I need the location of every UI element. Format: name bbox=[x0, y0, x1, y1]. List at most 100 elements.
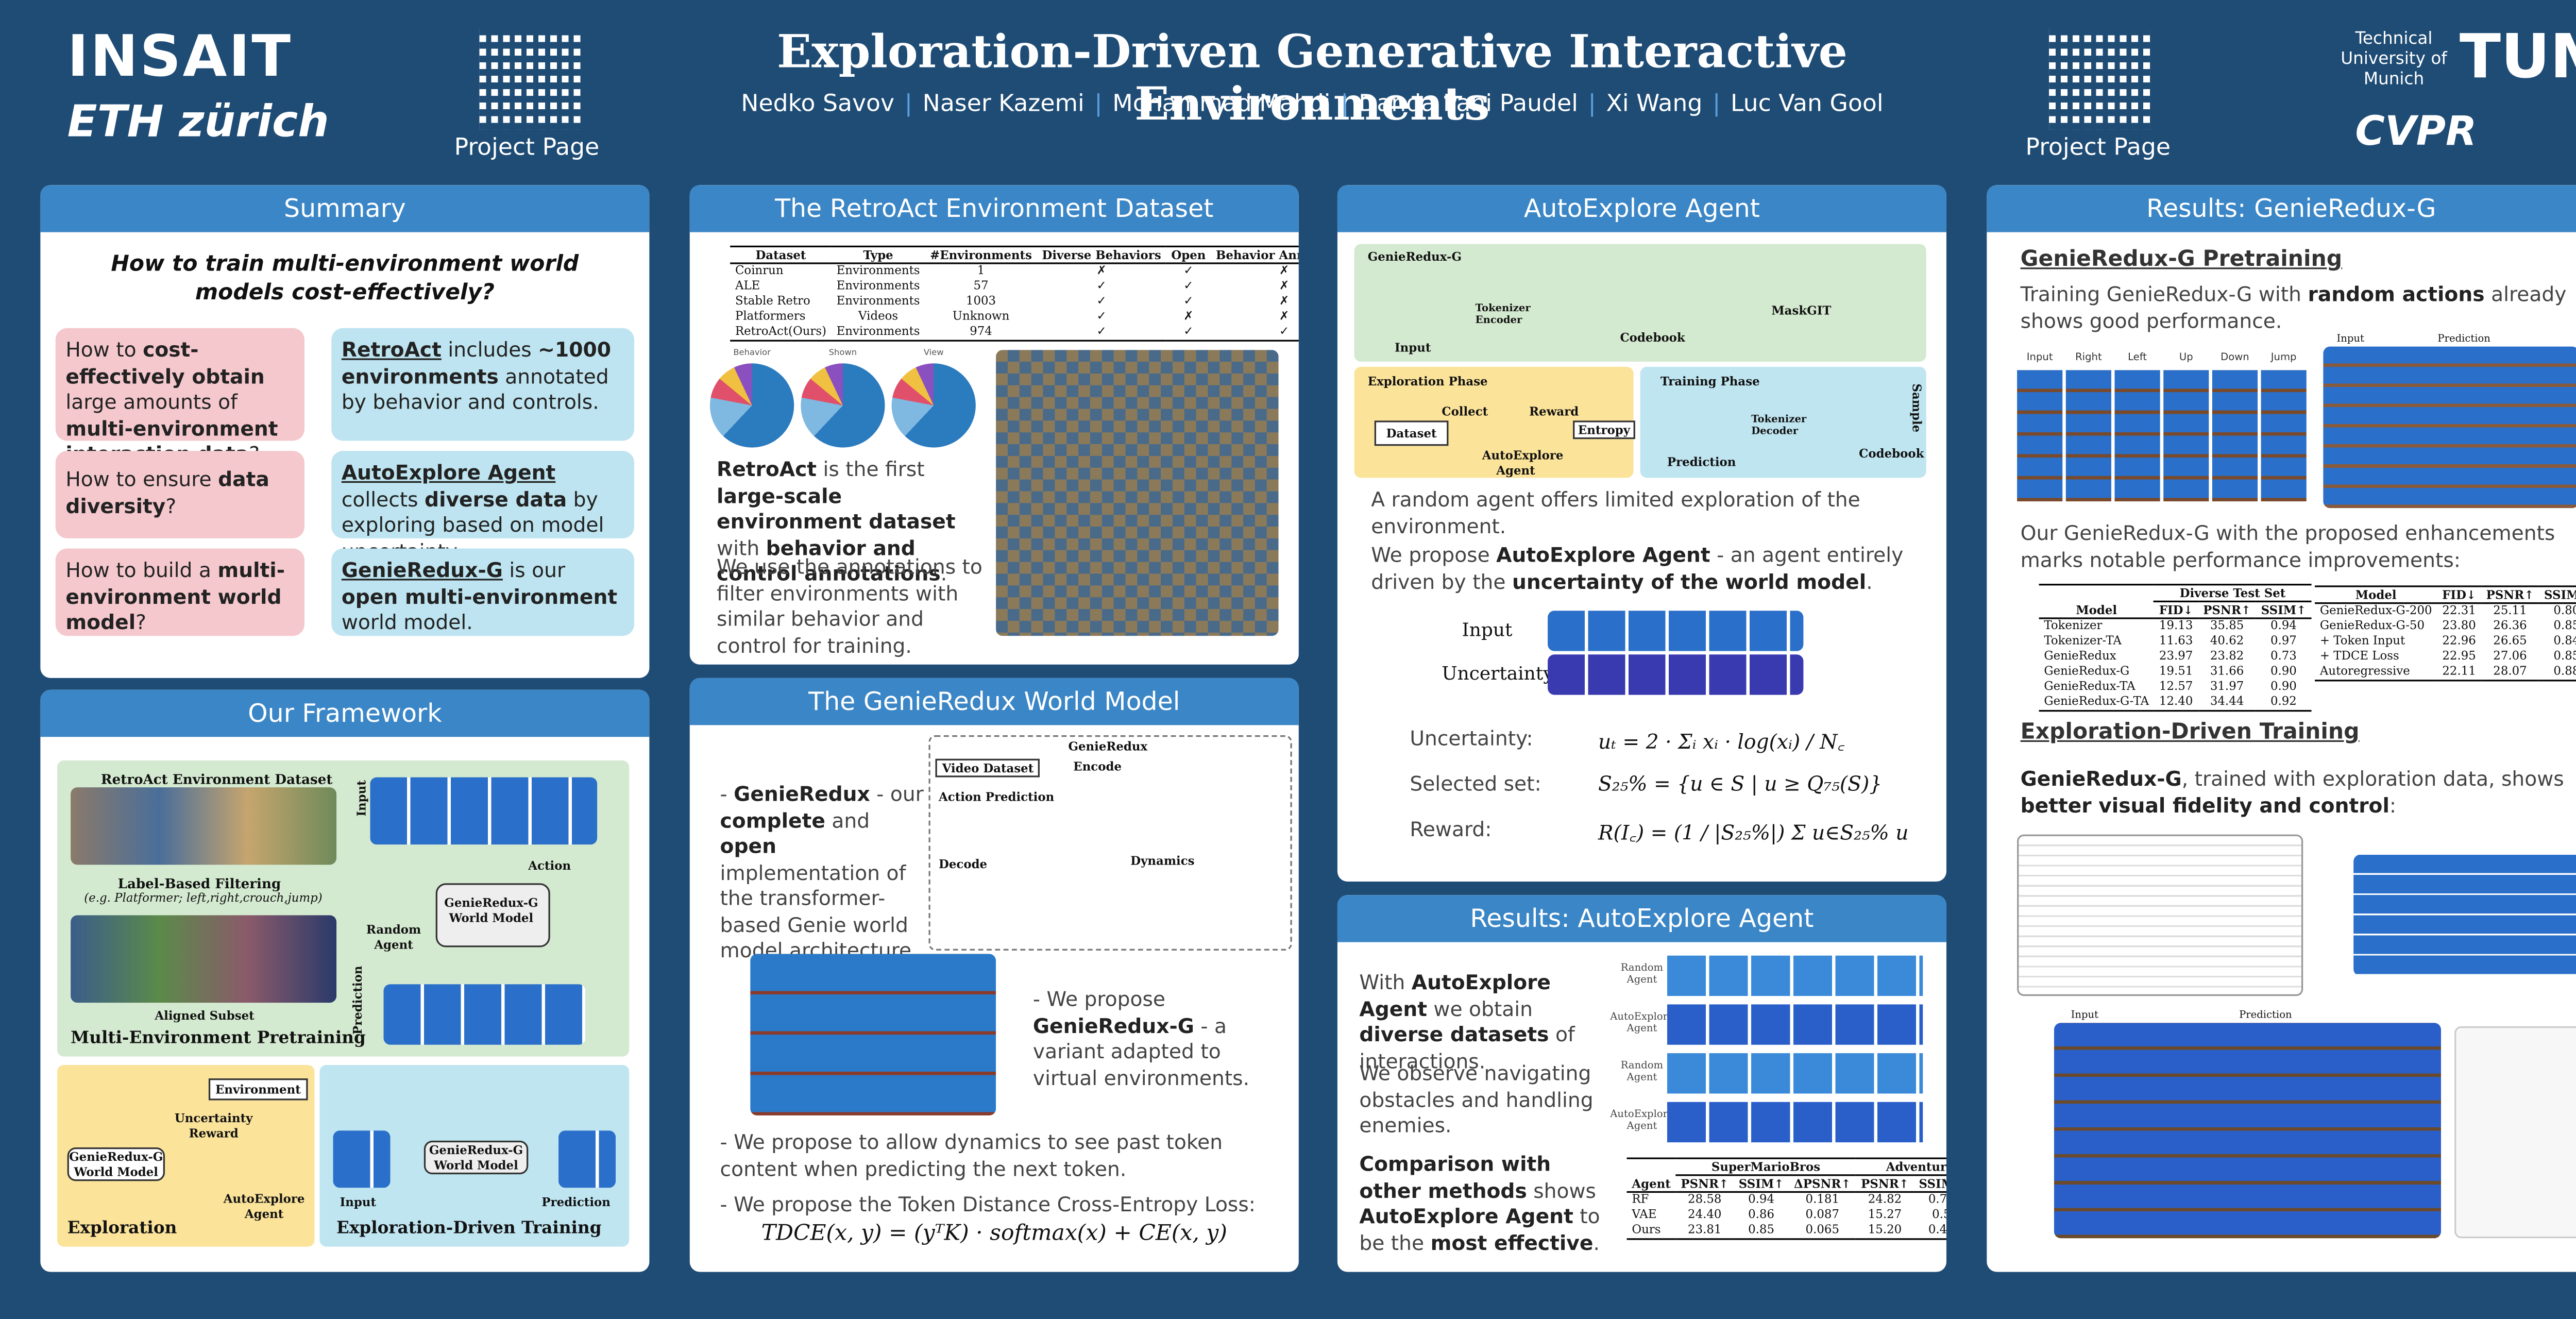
bold-span: open bbox=[720, 834, 776, 858]
question-box: How to cost-effectively obtain large amo… bbox=[55, 328, 305, 466]
text-span: - an agent entirely driven by the bbox=[1371, 543, 1904, 594]
table-cell: 0.41 bbox=[1928, 1223, 1946, 1237]
table-row: GenieRedux-G-TA 12.40 34.44 0.92 bbox=[2039, 695, 2312, 711]
table-cell: 26.36 bbox=[2493, 619, 2527, 633]
figure-label: GenieRedux-G World Model bbox=[423, 1140, 529, 1175]
table-cell: 15.27 bbox=[1868, 1208, 1902, 1222]
figure-label: Prediction bbox=[1667, 454, 1736, 470]
group-row: Diverse Test Set bbox=[2039, 584, 2312, 602]
description: Training GenieRedux-G with random action… bbox=[2021, 283, 2567, 335]
bold-span: complete bbox=[720, 808, 825, 832]
table-row: GenieRedux-G 19.51 31.66 0.90 bbox=[2039, 665, 2312, 680]
table-cell: ALE bbox=[735, 279, 760, 293]
table-row: GenieRedux-G-50 23.80 26.36 0.85 bbox=[2315, 619, 2576, 634]
panel-title: Summary bbox=[40, 185, 650, 232]
table-row: Tokenizer-TA 11.63 40.62 0.97 bbox=[2039, 634, 2312, 649]
header-cell: Type bbox=[831, 246, 925, 264]
header-cell: SSIM↑ bbox=[2539, 586, 2576, 604]
link-span: AutoExplore Agent bbox=[341, 461, 556, 485]
author-name: Danda Pani Paudel bbox=[1359, 91, 1578, 118]
text-span: - We propose bbox=[1032, 987, 1165, 1011]
formula: TDCE(x, y) = (yᵀK) · softmax(x) + CE(x, … bbox=[761, 1221, 1227, 1247]
text-span: collects bbox=[341, 487, 425, 511]
description: RetroAct is the first large-scale enviro… bbox=[717, 458, 986, 588]
table-cell: 35.85 bbox=[2210, 619, 2244, 633]
table-cell: 0.84 bbox=[2553, 634, 2576, 648]
separator: | bbox=[1588, 91, 1596, 118]
figure-image bbox=[1667, 1004, 1923, 1045]
separator: | bbox=[1712, 91, 1721, 118]
text-span: annotated by behavior and controls. bbox=[341, 364, 609, 414]
figure-label: RetroAct Environment Dataset bbox=[100, 770, 333, 788]
table-cell: 28.07 bbox=[2493, 664, 2527, 678]
text-span: of interactions. bbox=[1359, 1023, 1575, 1073]
text-span: we obtain bbox=[1427, 996, 1533, 1021]
environment-mosaic bbox=[996, 350, 1279, 636]
header-cell: PSNR↑ bbox=[1856, 1175, 1914, 1193]
bold-span: cost-effectively obtain bbox=[65, 338, 265, 388]
project-page-label[interactable]: Project Page bbox=[2025, 134, 2171, 162]
table-row: + TDCE Loss 22.95 27.06 0.85 bbox=[2315, 649, 2576, 664]
results-table: Diverse Test Set Model FID↓ PSNR↑ SSIM↑ Token… bbox=[2039, 584, 2312, 712]
figure-image bbox=[370, 777, 598, 845]
table-cell: 15.20 bbox=[1868, 1223, 1902, 1237]
figure-label: Reward bbox=[1529, 403, 1579, 419]
table-cell: ✓ bbox=[1096, 279, 1107, 293]
table-cell: RF bbox=[1632, 1193, 1649, 1207]
panel-title: The RetroAct Environment Dataset bbox=[689, 185, 1299, 232]
author-name: Naser Kazemi bbox=[922, 91, 1084, 118]
table-cell: ✗ bbox=[1096, 264, 1107, 278]
table-row: GenieRedux-TA 12.57 31.97 0.90 bbox=[2039, 680, 2312, 695]
header-cell: Model bbox=[2315, 586, 2437, 604]
bold-span: ~1000 environments bbox=[341, 338, 612, 388]
qr-code[interactable] bbox=[479, 28, 581, 130]
figure-label: Random Agent bbox=[366, 922, 421, 953]
text-span: How to bbox=[65, 338, 143, 362]
text-span: : bbox=[2389, 793, 2397, 817]
project-page-label[interactable]: Project Page bbox=[454, 134, 600, 162]
figure-image bbox=[1548, 611, 1804, 651]
table-cell: Platformers bbox=[735, 309, 806, 323]
table-cell: ✗ bbox=[1279, 309, 1290, 323]
figure-label: Aligned Subset bbox=[155, 1007, 255, 1023]
figure-image bbox=[2212, 370, 2258, 502]
link-span: GenieRedux-G bbox=[341, 559, 503, 582]
header-cell: SSIM↑ bbox=[1733, 1175, 1789, 1193]
figure-image bbox=[1667, 1053, 1923, 1094]
figure-label: Dynamics bbox=[1130, 853, 1195, 868]
header-cell: PSNR↑ bbox=[2481, 586, 2539, 604]
figure-label: GenieRedux-G World Model bbox=[444, 895, 538, 925]
qr-code[interactable] bbox=[2049, 28, 2150, 130]
header-cell: FID↓ bbox=[2437, 586, 2481, 604]
equation: uₜ = 2 · Σᵢ xᵢ · log(xᵢ) / N꜀ bbox=[1598, 730, 1845, 754]
figure-label: GenieRedux-G bbox=[1367, 249, 1462, 264]
description: We propose AutoExplore Agent - an agent … bbox=[1371, 544, 1909, 596]
figure-label: GenieRedux bbox=[1068, 738, 1148, 754]
text-span: large amounts of bbox=[65, 390, 238, 414]
table-cell: Ours bbox=[1632, 1223, 1661, 1237]
figure-label: Encode bbox=[1073, 758, 1122, 774]
description: GenieRedux-G, trained with exploration d… bbox=[2021, 767, 2567, 819]
bullet: - GenieRedux - our complete and open imp… bbox=[720, 782, 925, 965]
text-span: With bbox=[1359, 971, 1412, 994]
tum-name: Technical University of Munich bbox=[2341, 30, 2447, 90]
author-name: Xi Wang bbox=[1606, 91, 1703, 118]
table-row: GenieRedux-G-200 22.31 25.11 0.80 bbox=[2315, 603, 2576, 619]
text-span: . bbox=[940, 562, 947, 586]
figure-image bbox=[2163, 370, 2209, 502]
table-cell: 0.181 bbox=[1805, 1193, 1840, 1207]
table-cell: 22.96 bbox=[2442, 634, 2476, 648]
text-span: includes bbox=[441, 338, 538, 362]
separator: | bbox=[904, 91, 913, 118]
table-cell: 27.06 bbox=[2493, 649, 2527, 663]
text-span: - a variant adapted to virtual environme… bbox=[1032, 1013, 1250, 1090]
text-span: implementation of the transformer-based … bbox=[720, 860, 918, 962]
figure-image bbox=[1667, 1102, 1923, 1143]
strip-label: Input bbox=[2026, 351, 2053, 364]
summary-panel: Summary How to train multi-environment w… bbox=[40, 185, 650, 678]
figure-label: Tokenizer Decoder bbox=[1751, 414, 1807, 437]
section-heading: Exploration-Driven Training bbox=[2020, 720, 2360, 746]
